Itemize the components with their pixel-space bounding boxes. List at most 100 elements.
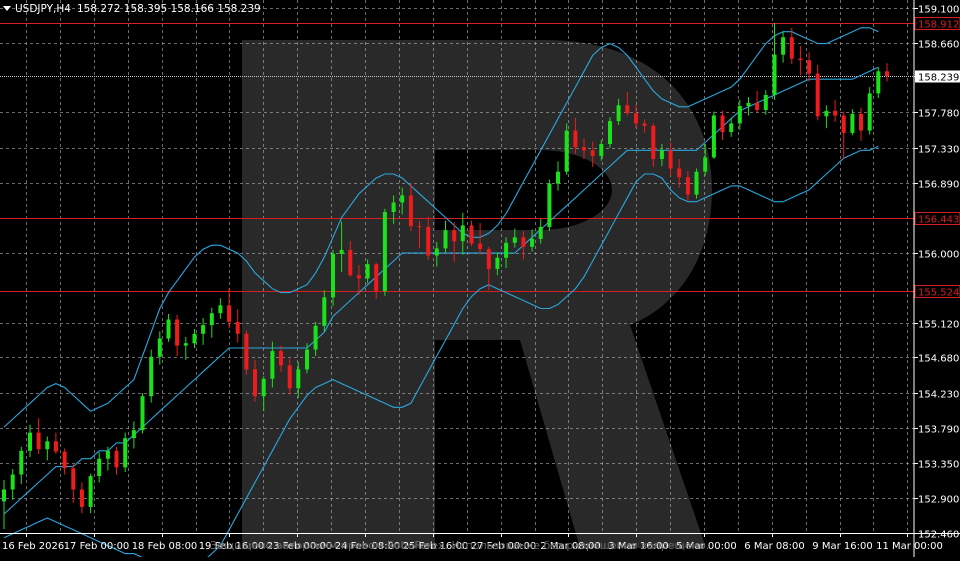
candle[interactable] (547, 179, 552, 231)
candle[interactable] (426, 216, 431, 261)
candle[interactable] (348, 241, 353, 277)
candle[interactable] (287, 359, 292, 395)
candle[interactable] (149, 349, 154, 403)
candle[interactable] (512, 228, 517, 248)
candle[interactable] (495, 252, 500, 276)
candle[interactable] (261, 376, 266, 412)
candle[interactable] (729, 117, 734, 137)
candle[interactable] (703, 144, 708, 176)
candle[interactable] (45, 436, 50, 461)
collapse-arrow-icon[interactable] (3, 6, 11, 11)
candle[interactable] (685, 170, 690, 201)
candle[interactable] (71, 464, 76, 503)
candle[interactable] (365, 259, 370, 284)
candle[interactable] (556, 161, 560, 191)
candle[interactable] (867, 87, 872, 135)
candle[interactable] (218, 298, 223, 319)
candle[interactable] (564, 123, 569, 175)
candle[interactable] (400, 187, 405, 215)
candle[interactable] (807, 52, 812, 82)
candle[interactable] (504, 237, 509, 269)
candle[interactable] (469, 220, 474, 246)
candle[interactable] (789, 27, 794, 65)
candle[interactable] (737, 99, 742, 130)
candle[interactable] (590, 141, 595, 167)
candle[interactable] (209, 307, 214, 338)
candle[interactable] (850, 109, 855, 136)
candle[interactable] (36, 418, 41, 454)
candle[interactable] (538, 219, 543, 244)
candle[interactable] (227, 287, 232, 329)
candle[interactable] (279, 345, 283, 372)
candle[interactable] (478, 223, 483, 255)
candle[interactable] (79, 482, 84, 514)
candle[interactable] (114, 446, 119, 475)
candle[interactable] (651, 123, 656, 167)
candle[interactable] (105, 446, 110, 471)
candle[interactable] (608, 117, 612, 148)
candle[interactable] (668, 142, 673, 176)
candle[interactable] (711, 111, 716, 159)
candle[interactable] (374, 262, 379, 299)
candle[interactable] (88, 473, 93, 514)
candle[interactable] (131, 421, 136, 449)
candle[interactable] (573, 117, 578, 154)
candle[interactable] (313, 321, 318, 356)
candle[interactable] (157, 331, 162, 365)
candle[interactable] (201, 317, 206, 345)
candle[interactable] (616, 98, 621, 125)
candle[interactable] (97, 452, 102, 483)
candle[interactable] (322, 290, 327, 332)
candle[interactable] (28, 424, 32, 458)
candle[interactable] (720, 110, 725, 140)
candle[interactable] (521, 231, 526, 260)
candle[interactable] (772, 23, 777, 100)
candle[interactable] (859, 107, 863, 141)
candle[interactable] (183, 336, 188, 360)
candle[interactable] (175, 314, 180, 356)
candle[interactable] (841, 111, 846, 159)
candle[interactable] (460, 212, 465, 255)
candle[interactable] (53, 432, 58, 454)
candle[interactable] (339, 221, 344, 273)
candle[interactable] (642, 119, 647, 133)
candle[interactable] (443, 220, 448, 253)
candle[interactable] (755, 91, 760, 113)
candle[interactable] (599, 140, 604, 161)
candle[interactable] (798, 46, 803, 76)
candle[interactable] (833, 99, 838, 122)
candle[interactable] (140, 393, 145, 434)
candle[interactable] (2, 480, 6, 529)
candle[interactable] (331, 249, 335, 307)
candle[interactable] (659, 144, 664, 167)
candle[interactable] (305, 343, 309, 374)
candle[interactable] (625, 91, 630, 116)
candle[interactable] (62, 448, 67, 475)
candle[interactable] (19, 446, 24, 484)
candle[interactable] (876, 67, 881, 99)
candle[interactable] (244, 330, 249, 375)
candle[interactable] (634, 105, 638, 129)
candle[interactable] (815, 64, 820, 121)
candle[interactable] (166, 314, 171, 342)
candle[interactable] (123, 432, 128, 473)
candle[interactable] (296, 362, 301, 398)
candle[interactable] (192, 329, 197, 348)
candle[interactable] (677, 159, 682, 188)
candle[interactable] (391, 195, 396, 224)
candle[interactable] (382, 208, 387, 296)
candle[interactable] (582, 138, 586, 160)
candle[interactable] (781, 31, 786, 63)
candle[interactable] (694, 168, 699, 199)
candle[interactable] (824, 105, 829, 129)
candle[interactable] (434, 242, 439, 267)
candles[interactable] (2, 23, 889, 529)
candle[interactable] (253, 359, 257, 402)
candle[interactable] (885, 63, 889, 82)
candle[interactable] (10, 469, 15, 500)
candle[interactable] (408, 183, 413, 232)
candle[interactable] (452, 222, 457, 262)
candle[interactable] (356, 265, 361, 295)
candle[interactable] (530, 229, 535, 252)
